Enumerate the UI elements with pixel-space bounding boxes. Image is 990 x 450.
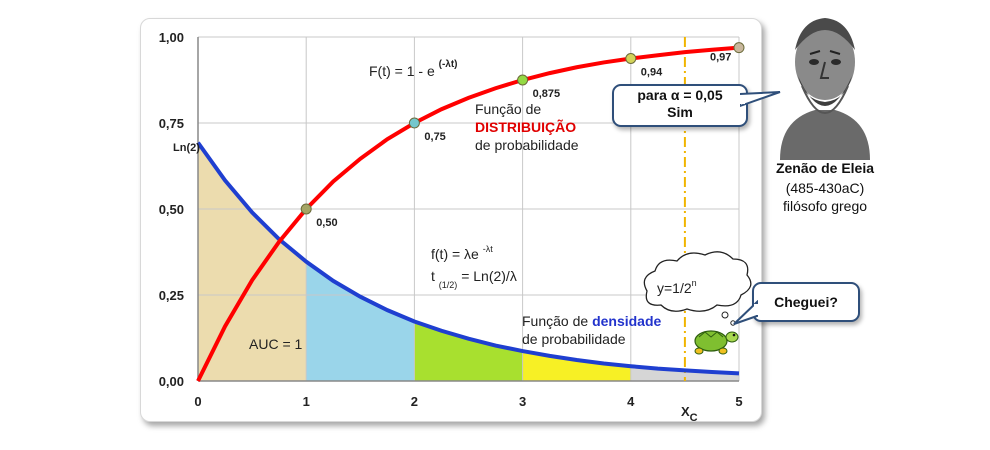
y-tick-label: 0,75 <box>159 116 184 131</box>
alpha-callout: para α = 0,05 Sim <box>612 84 748 127</box>
chart-plot: 0 1 2 3 4 5 0,00 0,25 0,50 0,75 1,00 0,50 0,75 0,875… <box>159 30 752 421</box>
cdf-description-2: DISTRIBUIÇÃO <box>475 118 576 135</box>
x-tick-label: 2 <box>411 394 418 409</box>
pdf-description-2: de probabilidade <box>522 331 626 347</box>
x-tick-label: 1 <box>303 394 310 409</box>
y-tick-label: 0,50 <box>159 202 184 217</box>
y-tick-label: 1,00 <box>159 30 184 45</box>
cheguei-text: Cheguei? <box>774 294 838 310</box>
ln2-label: Ln(2) <box>173 142 200 154</box>
x-tick-label: 4 <box>627 394 635 409</box>
x-tick-label: 3 <box>519 394 526 409</box>
auc-fill-segment <box>414 321 523 381</box>
philosopher-name: Zenão de Eleia <box>775 160 875 176</box>
cdf-point <box>408 117 420 129</box>
pdf-description-1: Função de densidade <box>522 313 662 329</box>
pdf-formula: f(t) = λe -λt <box>431 244 493 262</box>
auc-label: AUC = 1 <box>249 336 303 352</box>
philosopher-role: filósofo grego <box>782 198 868 214</box>
cdf-point-label: 0,875 <box>533 88 561 100</box>
cloud-text: y=1/2n <box>657 278 697 296</box>
cheguei-callout-pointer <box>733 300 758 325</box>
auc-fill-segment <box>198 142 307 381</box>
zeno-bust-illustration <box>780 18 870 160</box>
cdf-description-1: Função de <box>475 101 541 117</box>
cdf-point-label: 0,75 <box>424 131 445 143</box>
cdf-formula: F(t) = 1 - e (-λt) <box>369 59 458 79</box>
auc-fill-segment <box>306 261 415 381</box>
alpha-callout-line2: Sim <box>667 104 693 120</box>
philosopher-dates: (485-430aC) <box>785 180 865 196</box>
cdf-point-label: 0,97 <box>710 52 731 64</box>
cdf-point-label: 0,50 <box>316 217 337 229</box>
cdf-point-label: 0,94 <box>641 67 663 79</box>
y-tick-label: 0,00 <box>159 374 184 389</box>
turtle-icon <box>694 330 739 355</box>
cdf-description-3: de probabilidade <box>475 137 579 153</box>
cheguei-callout: Cheguei? <box>752 282 860 322</box>
alpha-callout-pointer <box>740 91 781 108</box>
xc-label: XC <box>681 404 698 421</box>
cdf-point <box>625 53 637 64</box>
cdf-point <box>300 203 312 215</box>
x-tick-label: 0 <box>194 394 201 409</box>
chart-panel: 0 1 2 3 4 5 0,00 0,25 0,50 0,75 1,00 0,50 0,75 0,875… <box>140 18 762 422</box>
x-tick-label: 5 <box>735 394 742 409</box>
distribution-curve <box>196 45 740 382</box>
auc-fill-segment <box>522 351 631 381</box>
thought-cloud: y=1/2n <box>643 251 752 326</box>
cdf-point <box>733 42 745 54</box>
cdf-point <box>517 74 529 86</box>
y-tick-label: 0,25 <box>159 288 184 303</box>
alpha-callout-line1: para α = 0,05 <box>637 87 723 103</box>
half-life-formula: t (1/2) = Ln(2)/λ <box>431 268 517 291</box>
density-curve <box>196 141 740 376</box>
